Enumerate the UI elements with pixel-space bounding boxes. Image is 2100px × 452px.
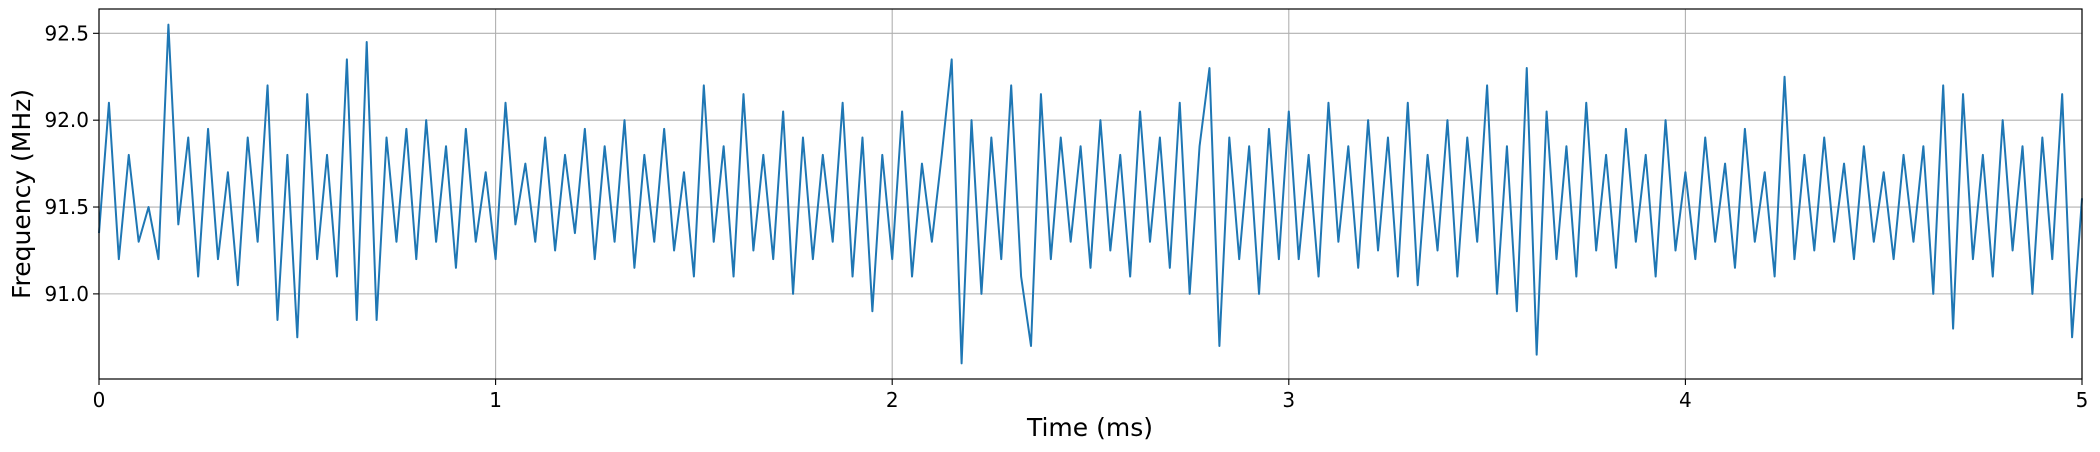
y-tick-label: 91.0: [44, 282, 89, 306]
x-tick-label: 2: [886, 388, 899, 412]
x-tick-label: 1: [489, 388, 502, 412]
x-tick-label: 4: [1679, 388, 1692, 412]
plot-frame: [98, 8, 2083, 380]
y-axis-label: Frequency (MHz): [7, 89, 36, 299]
data-line: [98, 23, 2083, 365]
x-axis-label: Time (ms): [1026, 413, 1153, 442]
y-tick-label: 91.5: [44, 195, 89, 219]
x-tick-label: 0: [93, 388, 106, 412]
x-tick-label: 3: [1282, 388, 1295, 412]
y-tick-label: 92.0: [44, 108, 89, 132]
x-tick-label: 5: [2076, 388, 2089, 412]
y-tick-label: 92.5: [44, 21, 89, 45]
